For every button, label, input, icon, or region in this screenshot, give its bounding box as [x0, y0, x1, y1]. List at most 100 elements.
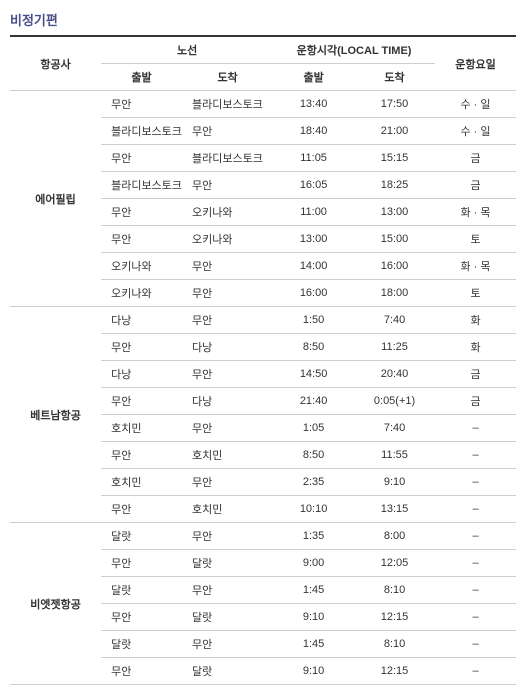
arr-route-cell: 달랏	[182, 550, 273, 577]
airline-cell: 비엣젯항공	[10, 523, 101, 685]
dep-time-cell: 1:45	[273, 631, 354, 658]
days-cell: 화 · 목	[435, 253, 516, 280]
dep-route-cell: 무안	[101, 199, 182, 226]
arr-time-cell: 8:00	[354, 523, 435, 550]
dep-route-cell: 블라디보스토크	[101, 118, 182, 145]
dep-time-cell: 11:05	[273, 145, 354, 172]
dep-time-cell: 13:00	[273, 226, 354, 253]
arr-route-cell: 호치민	[182, 442, 273, 469]
dep-time-cell: 21:40	[273, 388, 354, 415]
dep-time-cell: 1:50	[273, 307, 354, 334]
arr-route-cell: 무안	[182, 361, 273, 388]
flight-schedule-table: 항공사 노선 운항시각(LOCAL TIME) 운항요일 출발 도착 출발 도착…	[10, 35, 516, 685]
th-schedule: 운항시각(LOCAL TIME)	[273, 36, 435, 64]
days-cell: –	[435, 469, 516, 496]
dep-route-cell: 무안	[101, 604, 182, 631]
days-cell: –	[435, 604, 516, 631]
days-cell: 금	[435, 361, 516, 388]
arr-time-cell: 7:40	[354, 307, 435, 334]
dep-route-cell: 블라디보스토크	[101, 172, 182, 199]
days-cell: 수 · 일	[435, 91, 516, 118]
dep-time-cell: 16:00	[273, 280, 354, 307]
arr-route-cell: 무안	[182, 523, 273, 550]
arr-time-cell: 15:00	[354, 226, 435, 253]
days-cell: 화 · 목	[435, 199, 516, 226]
arr-time-cell: 11:25	[354, 334, 435, 361]
dep-time-cell: 9:10	[273, 604, 354, 631]
arr-route-cell: 무안	[182, 280, 273, 307]
arr-route-cell: 오키나와	[182, 226, 273, 253]
dep-time-cell: 9:00	[273, 550, 354, 577]
dep-route-cell: 오키나와	[101, 253, 182, 280]
dep-time-cell: 8:50	[273, 442, 354, 469]
arr-time-cell: 16:00	[354, 253, 435, 280]
dep-time-cell: 2:35	[273, 469, 354, 496]
arr-time-cell: 7:40	[354, 415, 435, 442]
arr-time-cell: 8:10	[354, 577, 435, 604]
dep-route-cell: 무안	[101, 658, 182, 685]
dep-route-cell: 무안	[101, 442, 182, 469]
table-row: 비엣젯항공달랏무안1:358:00–	[10, 523, 516, 550]
arr-route-cell: 블라디보스토크	[182, 91, 273, 118]
dep-time-cell: 1:45	[273, 577, 354, 604]
arr-route-cell: 다낭	[182, 388, 273, 415]
th-route: 노선	[101, 36, 273, 64]
arr-time-cell: 12:05	[354, 550, 435, 577]
flight-schedule-body: 에어필립무안블라디보스토크13:4017:50수 · 일블라디보스토크무안18:…	[10, 91, 516, 685]
arr-route-cell: 무안	[182, 469, 273, 496]
days-cell: 화	[435, 334, 516, 361]
arr-route-cell: 무안	[182, 307, 273, 334]
arr-route-cell: 무안	[182, 172, 273, 199]
arr-route-cell: 오키나와	[182, 199, 273, 226]
th-route-arr: 도착	[182, 64, 273, 91]
days-cell: –	[435, 577, 516, 604]
dep-route-cell: 다낭	[101, 307, 182, 334]
th-days: 운항요일	[435, 36, 516, 91]
days-cell: –	[435, 523, 516, 550]
arr-route-cell: 무안	[182, 577, 273, 604]
arr-time-cell: 13:00	[354, 199, 435, 226]
arr-route-cell: 달랏	[182, 658, 273, 685]
th-time-arr: 도착	[354, 64, 435, 91]
days-cell: 금	[435, 388, 516, 415]
th-route-dep: 출발	[101, 64, 182, 91]
dep-time-cell: 16:05	[273, 172, 354, 199]
days-cell: –	[435, 631, 516, 658]
dep-time-cell: 9:10	[273, 658, 354, 685]
page-title: 비정기편	[10, 10, 516, 29]
arr-route-cell: 다낭	[182, 334, 273, 361]
days-cell: –	[435, 415, 516, 442]
dep-time-cell: 1:05	[273, 415, 354, 442]
arr-time-cell: 18:25	[354, 172, 435, 199]
days-cell: 토	[435, 226, 516, 253]
arr-time-cell: 17:50	[354, 91, 435, 118]
dep-route-cell: 무안	[101, 550, 182, 577]
arr-time-cell: 9:10	[354, 469, 435, 496]
dep-route-cell: 무안	[101, 145, 182, 172]
airline-cell: 에어필립	[10, 91, 101, 307]
dep-route-cell: 호치민	[101, 415, 182, 442]
arr-route-cell: 호치민	[182, 496, 273, 523]
table-row: 에어필립무안블라디보스토크13:4017:50수 · 일	[10, 91, 516, 118]
table-row: 베트남항공다낭무안1:507:40화	[10, 307, 516, 334]
arr-route-cell: 블라디보스토크	[182, 145, 273, 172]
dep-time-cell: 18:40	[273, 118, 354, 145]
arr-time-cell: 15:15	[354, 145, 435, 172]
days-cell: –	[435, 442, 516, 469]
dep-time-cell: 1:35	[273, 523, 354, 550]
days-cell: 수 · 일	[435, 118, 516, 145]
arr-route-cell: 무안	[182, 253, 273, 280]
arr-time-cell: 0:05(+1)	[354, 388, 435, 415]
days-cell: –	[435, 496, 516, 523]
arr-time-cell: 12:15	[354, 604, 435, 631]
arr-time-cell: 20:40	[354, 361, 435, 388]
days-cell: 금	[435, 172, 516, 199]
dep-time-cell: 10:10	[273, 496, 354, 523]
arr-route-cell: 달랏	[182, 604, 273, 631]
dep-time-cell: 8:50	[273, 334, 354, 361]
days-cell: 토	[435, 280, 516, 307]
dep-route-cell: 무안	[101, 388, 182, 415]
dep-route-cell: 무안	[101, 91, 182, 118]
arr-time-cell: 12:15	[354, 658, 435, 685]
th-airline: 항공사	[10, 36, 101, 91]
